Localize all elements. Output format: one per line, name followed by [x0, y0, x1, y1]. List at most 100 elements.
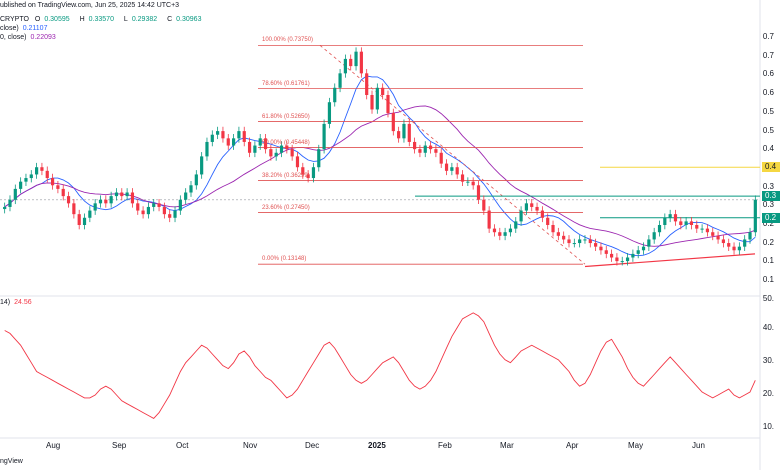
- candle-body: [578, 239, 582, 244]
- candle-body: [439, 152, 443, 164]
- rsi-axis-label: 10.: [762, 422, 774, 431]
- candle: [311, 162, 316, 183]
- candle: [333, 83, 337, 107]
- candle-body: [641, 246, 646, 251]
- candle-body: [45, 170, 49, 179]
- candle-body: [684, 221, 688, 225]
- candle: [471, 177, 475, 190]
- candle: [381, 83, 385, 100]
- time-axis-label: Jun: [692, 441, 705, 450]
- candle: [609, 249, 614, 262]
- rsi-axis-label: 30.: [762, 356, 774, 365]
- candle-body: [546, 217, 550, 225]
- candle: [365, 69, 369, 100]
- candle: [200, 152, 204, 179]
- ascending-trendline: [584, 253, 756, 268]
- candle: [157, 199, 161, 212]
- candle-body: [231, 138, 236, 146]
- price-axis-label: 0.2: [762, 219, 774, 228]
- candle: [663, 213, 667, 230]
- candle: [620, 256, 624, 266]
- ohlc-low-value: 0.29382: [131, 16, 158, 23]
- candle: [428, 141, 433, 154]
- candle: [136, 199, 140, 215]
- ohlc-open-value: 0.30595: [44, 16, 70, 23]
- candle-body: [263, 138, 268, 150]
- candle-body: [104, 199, 108, 204]
- candle: [551, 220, 555, 237]
- candle-body: [625, 257, 630, 262]
- candle: [476, 180, 481, 205]
- candle-body: [705, 228, 710, 233]
- candle: [625, 253, 630, 266]
- candle-body: [450, 167, 454, 171]
- candle-body: [184, 192, 188, 200]
- grid-layer: [0, 0, 761, 470]
- ohlc-line[interactable]: CRYPTO O 0.30595 H 0.33570 L 0.29382 C 0.309…: [0, 16, 209, 23]
- candle-body: [514, 221, 518, 229]
- price-axis-label: 0.6: [762, 69, 774, 79]
- candle: [588, 235, 592, 248]
- candle-body: [397, 131, 401, 139]
- candle-body: [657, 225, 662, 233]
- candle: [487, 206, 491, 233]
- candle: [269, 144, 273, 161]
- candles-layer: [3, 47, 757, 266]
- tradingview-brand[interactable]: ngView: [0, 458, 27, 465]
- candle: [104, 195, 108, 208]
- candle-body: [93, 203, 97, 211]
- ma1-legend[interactable]: close) 0.21107: [0, 25, 51, 32]
- candle: [216, 126, 220, 140]
- ma2-legend[interactable]: 0, close) 0.22093: [0, 34, 60, 41]
- ohlc-low-key: L: [123, 16, 128, 23]
- candle-body: [689, 221, 694, 225]
- candle: [120, 188, 124, 201]
- candle-body: [381, 87, 385, 95]
- candle: [88, 206, 92, 223]
- candle-body: [19, 181, 23, 189]
- candle-body: [492, 228, 497, 233]
- fib-level-label: 0.00% (0.13148): [262, 256, 307, 263]
- candle: [668, 209, 672, 223]
- ohlc-close-key: C: [167, 16, 173, 23]
- candle-body: [668, 214, 672, 218]
- candle: [98, 195, 103, 208]
- candle: [753, 195, 757, 237]
- candle-body: [210, 134, 214, 142]
- candle: [322, 119, 326, 154]
- candle: [50, 173, 55, 190]
- candle: [711, 227, 715, 241]
- candle: [492, 224, 497, 237]
- candle-body: [3, 206, 7, 210]
- candle: [434, 144, 438, 158]
- candle-body: [407, 123, 411, 142]
- candle-body: [594, 243, 598, 247]
- candle-body: [72, 203, 76, 215]
- rsi-value: 24.56: [14, 299, 32, 306]
- candle-body: [700, 228, 704, 230]
- candle-body: [322, 123, 326, 150]
- candle: [530, 199, 534, 212]
- candle: [455, 162, 459, 179]
- candle: [466, 177, 470, 186]
- trendline-layer: [584, 253, 756, 268]
- rsi-legend[interactable]: 14) 24.56: [0, 299, 36, 306]
- candle: [705, 224, 710, 237]
- candle: [210, 130, 214, 147]
- candle-body: [343, 58, 347, 74]
- ma1-value: 0.21107: [22, 25, 48, 32]
- candle-body: [753, 199, 757, 233]
- candle: [460, 170, 465, 186]
- candle: [24, 173, 28, 186]
- moving-averages-layer: [4, 75, 756, 257]
- candle-body: [295, 156, 300, 168]
- candle-body: [471, 181, 475, 186]
- candle: [349, 54, 353, 71]
- candle-body: [551, 225, 555, 233]
- candle: [647, 235, 651, 251]
- fib-level-label: 100.00% (0.73750): [262, 37, 314, 44]
- candle-body: [258, 138, 262, 146]
- candle: [556, 227, 560, 241]
